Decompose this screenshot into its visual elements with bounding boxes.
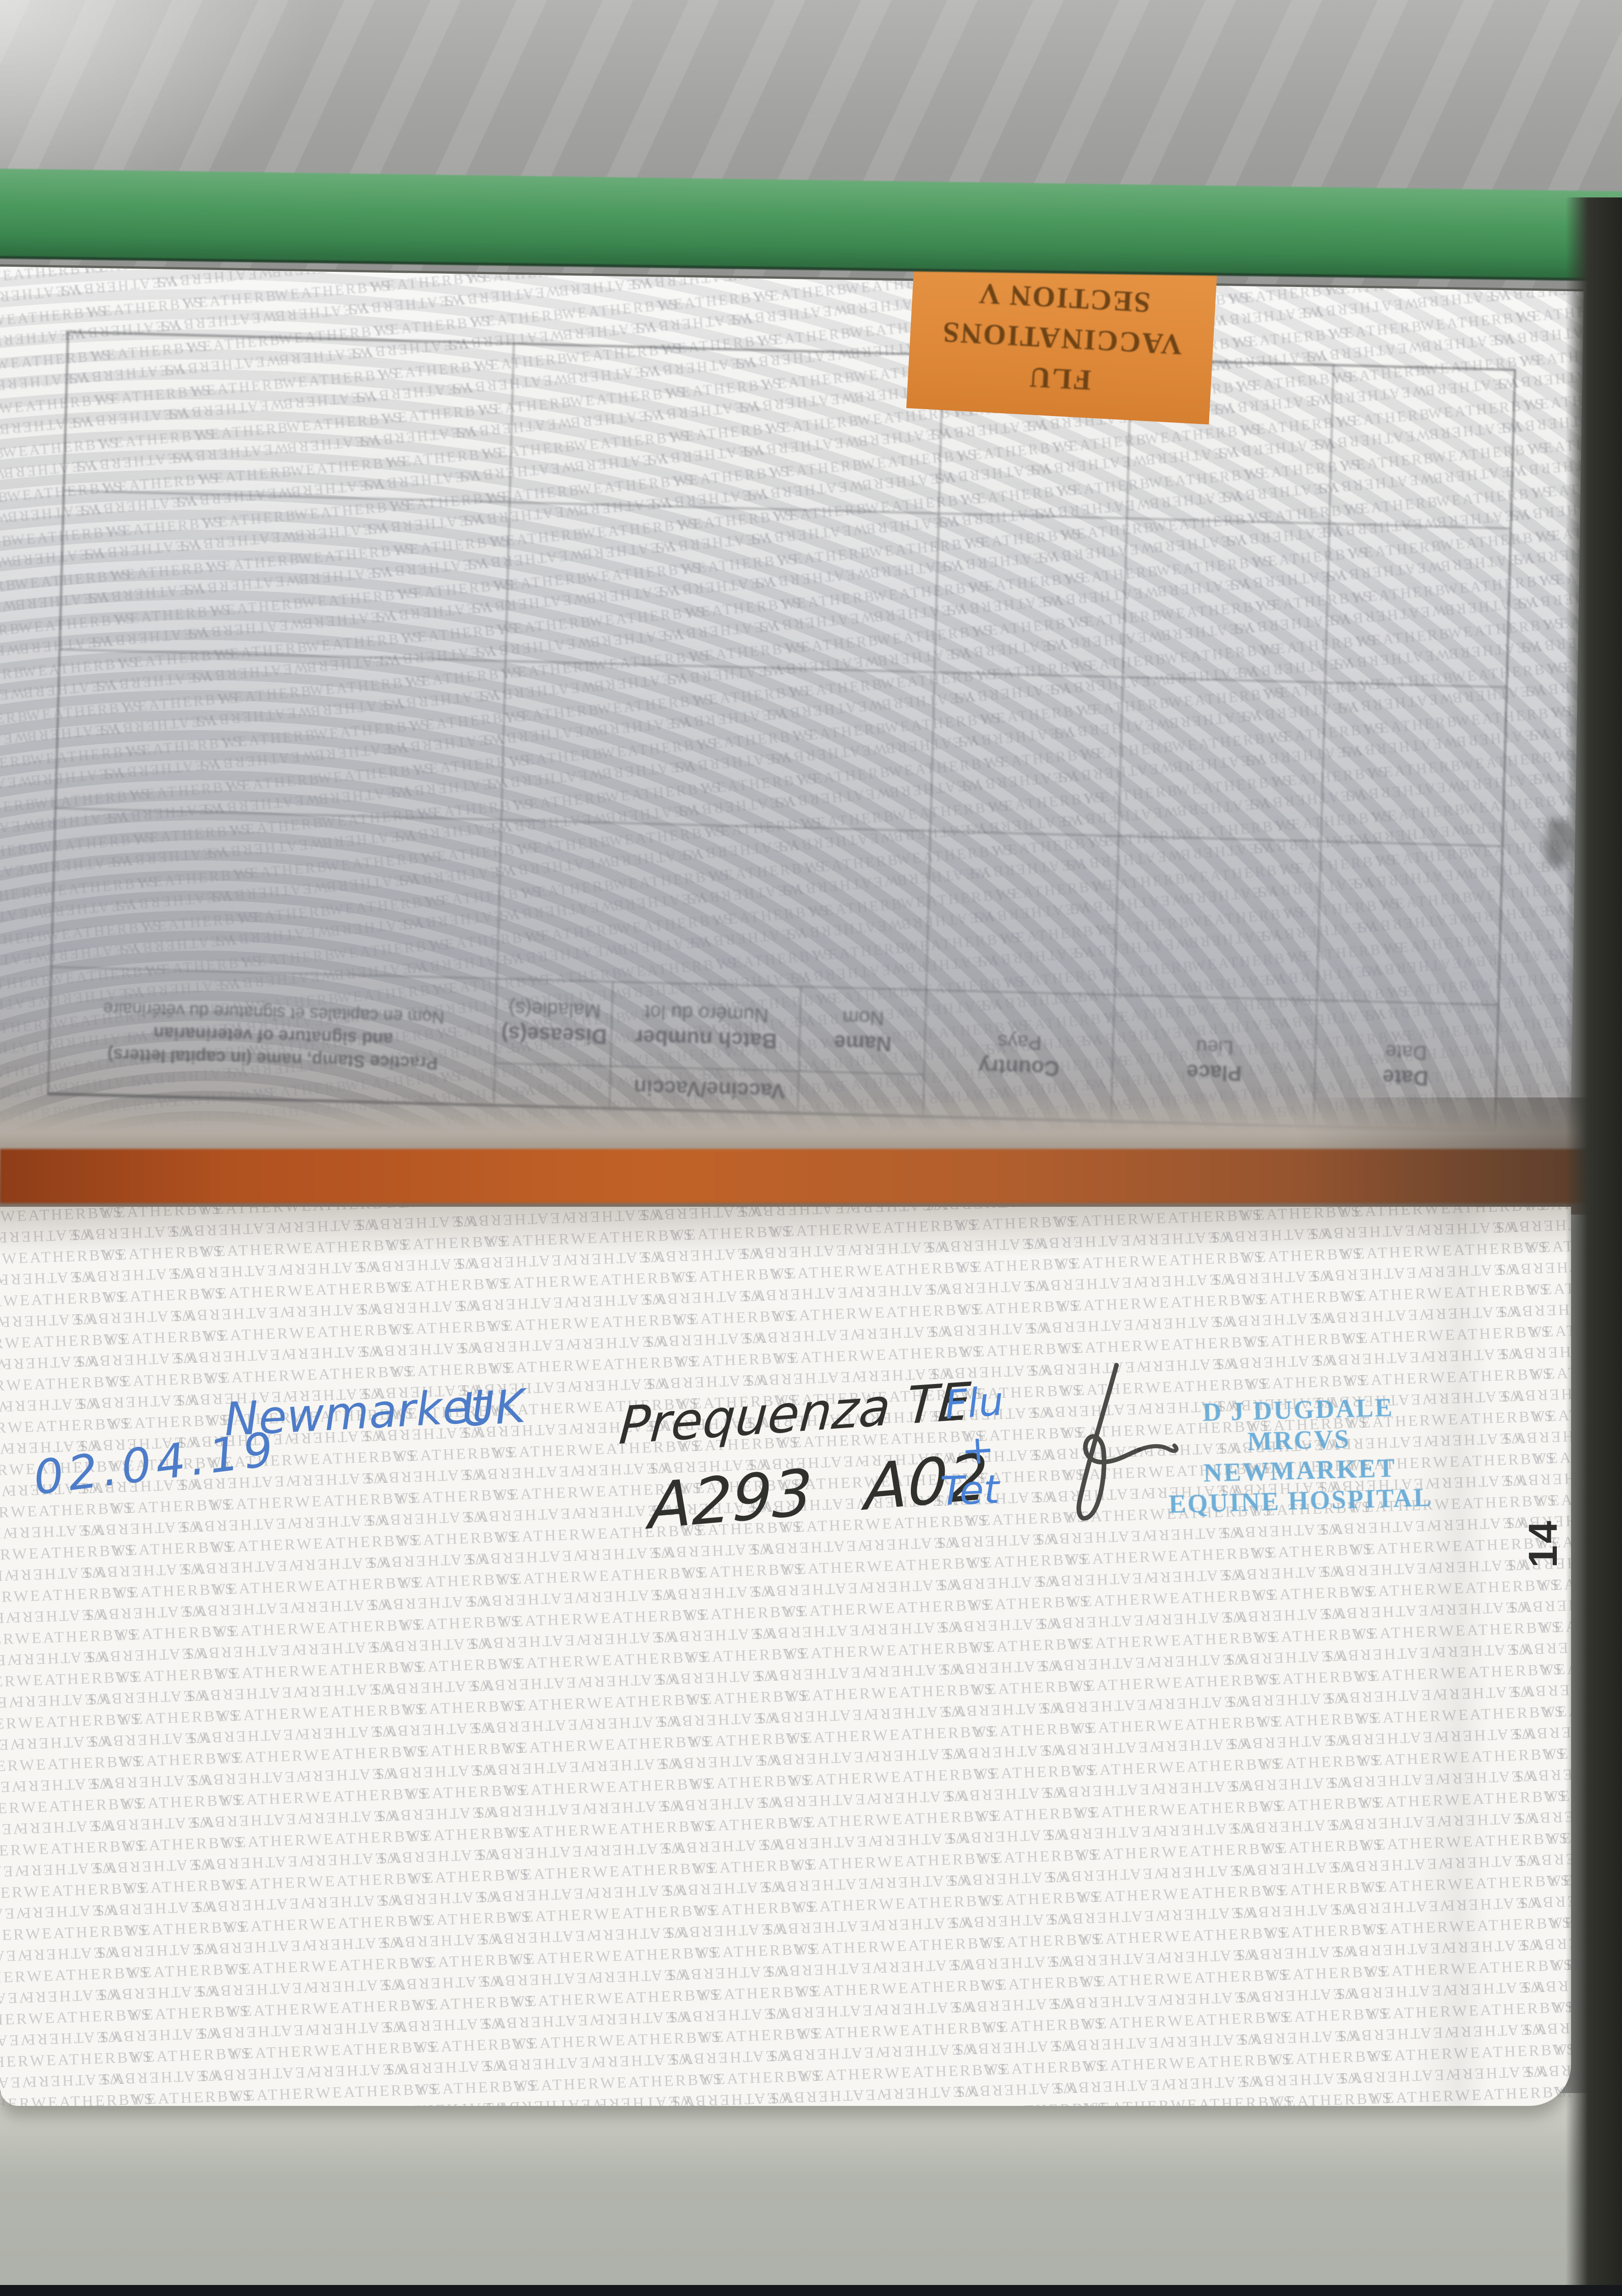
practice-stamp: D J DUGDALE MRCVS NEWMARKET EQUINE HOSPI… bbox=[1168, 1393, 1433, 1519]
flu-section-tab: FLU VACCINATIONS SECTION V bbox=[906, 252, 1218, 425]
image-bottom-edge bbox=[0, 2285, 1622, 2296]
vaccination-record-page: WEATHERBYS WEATHERBYS WEATHERBYS WEATHER… bbox=[0, 1207, 1571, 2106]
security-watermark: WEATHERBYS WEATHERBYS WEATHERBYS WEATHER… bbox=[0, 1207, 1571, 2106]
entry-country: UK bbox=[460, 1379, 527, 1437]
entry-disease-tet: Tet bbox=[939, 1466, 1000, 1515]
entry-disease-flu: Flu bbox=[943, 1378, 1005, 1429]
vet-signature bbox=[1076, 1363, 1179, 1521]
security-watermark: WEATHERBYS WEATHERBYS WEATHERBYS WEATHER… bbox=[0, 266, 1584, 1215]
spine-shadow bbox=[0, 1207, 1571, 1257]
flu-section-tab-label: FLU VACCINATIONS SECTION V bbox=[940, 277, 1183, 397]
page-number: 14 bbox=[1520, 1519, 1566, 1568]
desk-surface bbox=[0, 2093, 1622, 2296]
cover-right-edge bbox=[1566, 197, 1622, 2296]
orange-tab-edge bbox=[0, 1149, 1622, 1203]
plastic-sheen bbox=[0, 266, 1584, 1215]
page-crease bbox=[1415, 1207, 1488, 2106]
binding-spine bbox=[0, 1097, 1622, 1215]
reverse-page: WEATHERBYS WEATHERBYS WEATHERBYS WEATHER… bbox=[0, 252, 1584, 1215]
